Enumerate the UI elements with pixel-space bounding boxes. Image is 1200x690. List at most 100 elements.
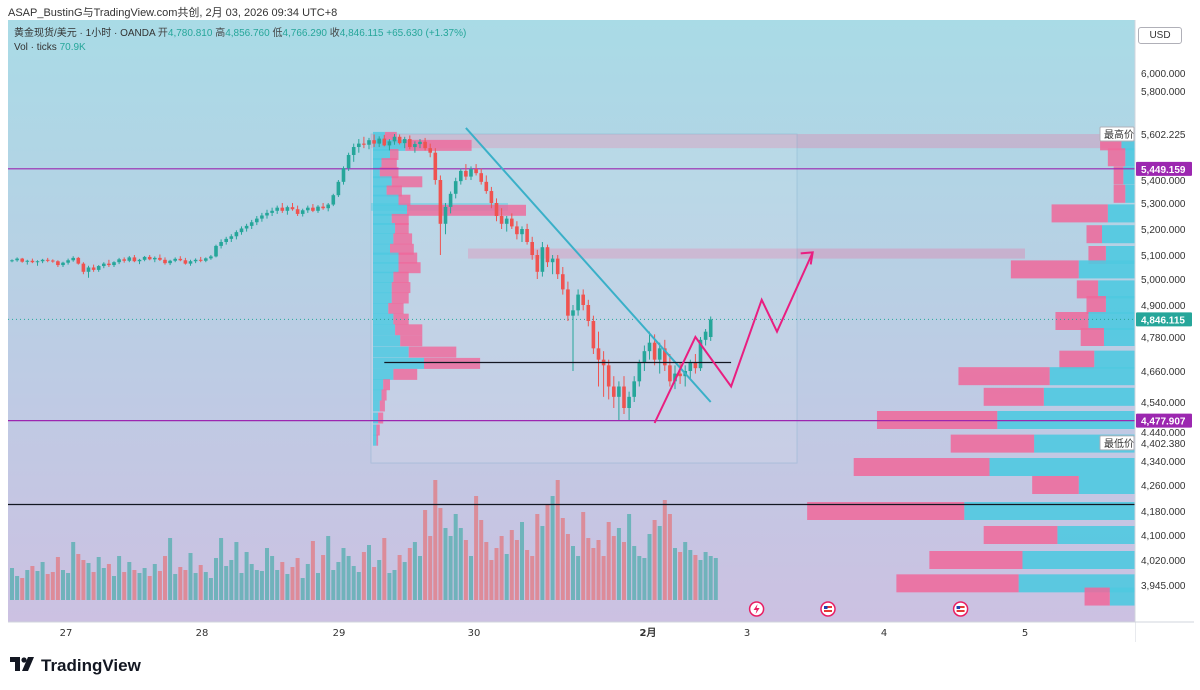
price-chart[interactable]: 6,000.000 5,800.000 5,400.000 5,300.000 5,20… [8, 20, 1194, 642]
price-label-value: 5,449.159 [1141, 165, 1186, 176]
candle-body [627, 396, 631, 408]
vp-left-up-bar [373, 389, 382, 401]
vp-left-up-bar [373, 148, 390, 160]
candle-body [285, 207, 290, 211]
vp-right-up-bar [1022, 551, 1135, 569]
volume-bar [489, 560, 494, 600]
volume-bar [683, 542, 688, 600]
y-tick-label: 4,780.000 [1141, 333, 1186, 344]
vp-left-up-bar [373, 167, 380, 179]
chart-legend: 黄金现货/美元 · 1小时 · OANDA 开4,780.810 高4,856.… [14, 27, 466, 55]
volume-bar [555, 480, 560, 600]
vp-right-up-bar [1105, 296, 1135, 314]
volume-bar [469, 556, 473, 600]
volume-bar [331, 570, 336, 600]
candle-body [387, 141, 392, 146]
volume-bar [265, 548, 269, 600]
volume-bar [188, 553, 193, 600]
middle-zone[interactable] [468, 248, 1025, 259]
volume-bar [627, 514, 632, 600]
volume-bar [571, 546, 575, 600]
volume-bar [132, 570, 137, 600]
us-flag-icon[interactable] [952, 601, 969, 617]
volume-bar [91, 572, 96, 600]
y-tick-label: 5,000.000 [1141, 275, 1186, 286]
volume-bar [443, 528, 448, 600]
volume-bar [678, 552, 683, 600]
vp-left-down-bar [393, 233, 413, 245]
volume-bar [611, 536, 616, 600]
upper-zone[interactable] [371, 134, 1135, 149]
candle-body [622, 386, 626, 408]
price-axis[interactable] [1135, 20, 1194, 642]
volume-bar [71, 542, 76, 600]
candle-body [612, 386, 616, 397]
vp-left-down-bar [395, 223, 409, 234]
price-tag-label: 最低价 [1104, 437, 1134, 450]
legend-volume-label[interactable]: Vol · ticks [14, 42, 57, 53]
x-tick-label: 2月 [640, 627, 657, 639]
us-flag-icon[interactable] [820, 601, 836, 617]
x-tick-label: 28 [196, 628, 209, 639]
volume-bar [540, 526, 545, 600]
volume-bar [106, 564, 111, 600]
candle-body [158, 257, 162, 260]
candle-body [382, 138, 387, 146]
volume-bar [509, 530, 514, 600]
projection-path[interactable] [653, 251, 814, 424]
price-label-value: 4,477.907 [1141, 417, 1186, 428]
legend-change: +65.630 (+1.37%) [386, 28, 467, 39]
volume-bar [122, 572, 127, 600]
vp-left-up-bar [373, 185, 387, 197]
x-tick-label: 3 [744, 628, 750, 639]
candle-body [647, 342, 652, 352]
volume-bar [458, 528, 463, 600]
candle-body [91, 267, 96, 270]
currency-button[interactable]: USD [1138, 27, 1182, 44]
volume-bar [647, 534, 652, 600]
candle-body [448, 193, 453, 207]
candle-body [708, 319, 713, 337]
time-axis[interactable] [8, 622, 1135, 642]
volume-bar [535, 514, 540, 600]
candle-body [193, 259, 198, 262]
vp-left-up-bar [373, 158, 382, 170]
volume-bar [372, 567, 377, 600]
volume-bar [326, 536, 331, 600]
candle-body [520, 229, 524, 235]
volume-bar [295, 558, 300, 600]
volume-bar [45, 574, 50, 600]
volume-bar [112, 576, 116, 600]
vp-left-down-bar [408, 346, 457, 358]
legend-open-label: 开 [157, 28, 168, 39]
candle-body [147, 256, 152, 260]
legend-symbol[interactable]: 黄金现货/美元 · 1小时 · OANDA [14, 28, 156, 39]
y-tick-label: 6,000.000 [1141, 69, 1186, 80]
volume-bar [616, 528, 621, 600]
volume-bar [229, 560, 234, 600]
candle-body [15, 258, 19, 261]
downtrend-line[interactable] [465, 127, 712, 403]
candle-body [504, 218, 509, 224]
candle-body [535, 255, 540, 272]
vp-left-down-bar [393, 313, 409, 325]
candle-body [652, 342, 657, 360]
y-tick-label: 5,200.000 [1141, 225, 1186, 236]
volume-bar [152, 564, 157, 600]
vp-right-up-bar [1094, 350, 1135, 369]
candle-body [668, 365, 672, 382]
vp-left-down-bar [391, 282, 411, 294]
price-tag-label: 最高价 [1104, 128, 1134, 141]
candle-body [204, 258, 208, 261]
candle-body [219, 242, 223, 246]
vp-left-down-bar [391, 292, 409, 304]
volume-bar [239, 573, 244, 600]
volume-bar [530, 556, 535, 600]
candle-body [673, 373, 677, 382]
volume-bar [708, 556, 713, 600]
vp-left-down-bar [381, 389, 387, 401]
volume-bar [504, 554, 509, 600]
candle-body [581, 294, 585, 305]
legend-open: 4,780.810 [167, 28, 213, 39]
volume-bar [494, 548, 499, 600]
